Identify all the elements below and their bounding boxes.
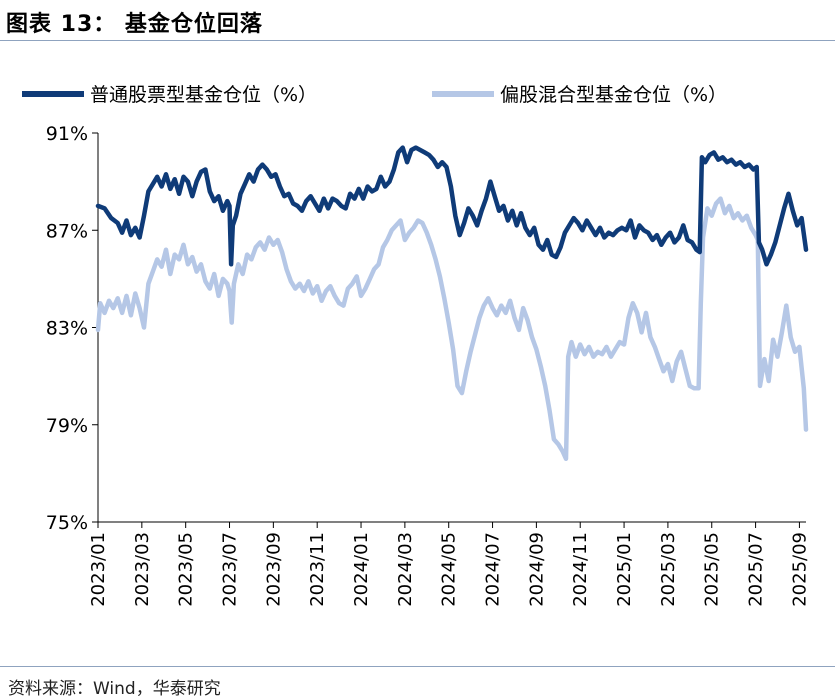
header-rule — [0, 40, 835, 41]
x-tick-label: 2023/03 — [132, 532, 153, 607]
x-tick-label: 2023/01 — [88, 532, 109, 607]
x-tick-label: 2025/07 — [746, 532, 767, 607]
figure-title: 图表 13： 基金仓位回落 — [6, 12, 263, 37]
series-line-hybrid-fund — [95, 196, 809, 462]
y-tick-label: 87% — [46, 220, 88, 242]
x-tick-label: 2023/07 — [220, 532, 241, 607]
x-tick-label: 2025/05 — [702, 532, 723, 607]
source-note: 资料来源：Wind，华泰研究 — [8, 679, 221, 699]
x-tick-label: 2024/09 — [526, 532, 547, 607]
y-tick-label: 91% — [46, 123, 88, 145]
figure-header: 图表 13： 基金仓位回落 — [0, 0, 835, 44]
y-axis: 75% 79% 83% 87% 91% — [46, 123, 99, 534]
y-tick-label: 83% — [46, 318, 88, 340]
x-tick-label: 2023/11 — [307, 532, 328, 607]
x-tick-label: 2024/11 — [570, 532, 591, 607]
x-tick-label: 2024/03 — [395, 532, 416, 607]
legend-label-light: 偏股混合型基金仓位（%） — [500, 84, 727, 106]
series-line-equity-fund — [95, 145, 809, 267]
figure-footer: 资料来源：Wind，华泰研究 — [0, 660, 835, 700]
x-tick-label: 2025/09 — [789, 532, 810, 607]
x-tick-label: 2024/07 — [483, 532, 504, 607]
x-axis: 2023/01 2023/03 2023/05 2023/07 2023/09 2023/… — [88, 521, 810, 607]
x-tick-label: 2025/01 — [614, 532, 635, 607]
x-tick-label: 2025/03 — [658, 532, 679, 607]
line-chart: 普通股票型基金仓位（%） 偏股混合型基金仓位（%） 75% 79% 83% 87% 91… — [22, 84, 810, 607]
y-tick-label: 75% — [46, 512, 88, 534]
legend: 普通股票型基金仓位（%） 偏股混合型基金仓位（%） — [22, 84, 727, 106]
x-tick-label: 2023/09 — [263, 532, 284, 607]
footer-rule — [0, 666, 835, 667]
x-tick-label: 2024/01 — [351, 532, 372, 607]
x-tick-label: 2024/05 — [439, 532, 460, 607]
series-layer — [95, 145, 809, 462]
y-tick-label: 79% — [46, 415, 88, 437]
x-tick-label: 2023/05 — [176, 532, 197, 607]
legend-label-dark: 普通股票型基金仓位（%） — [90, 84, 317, 106]
